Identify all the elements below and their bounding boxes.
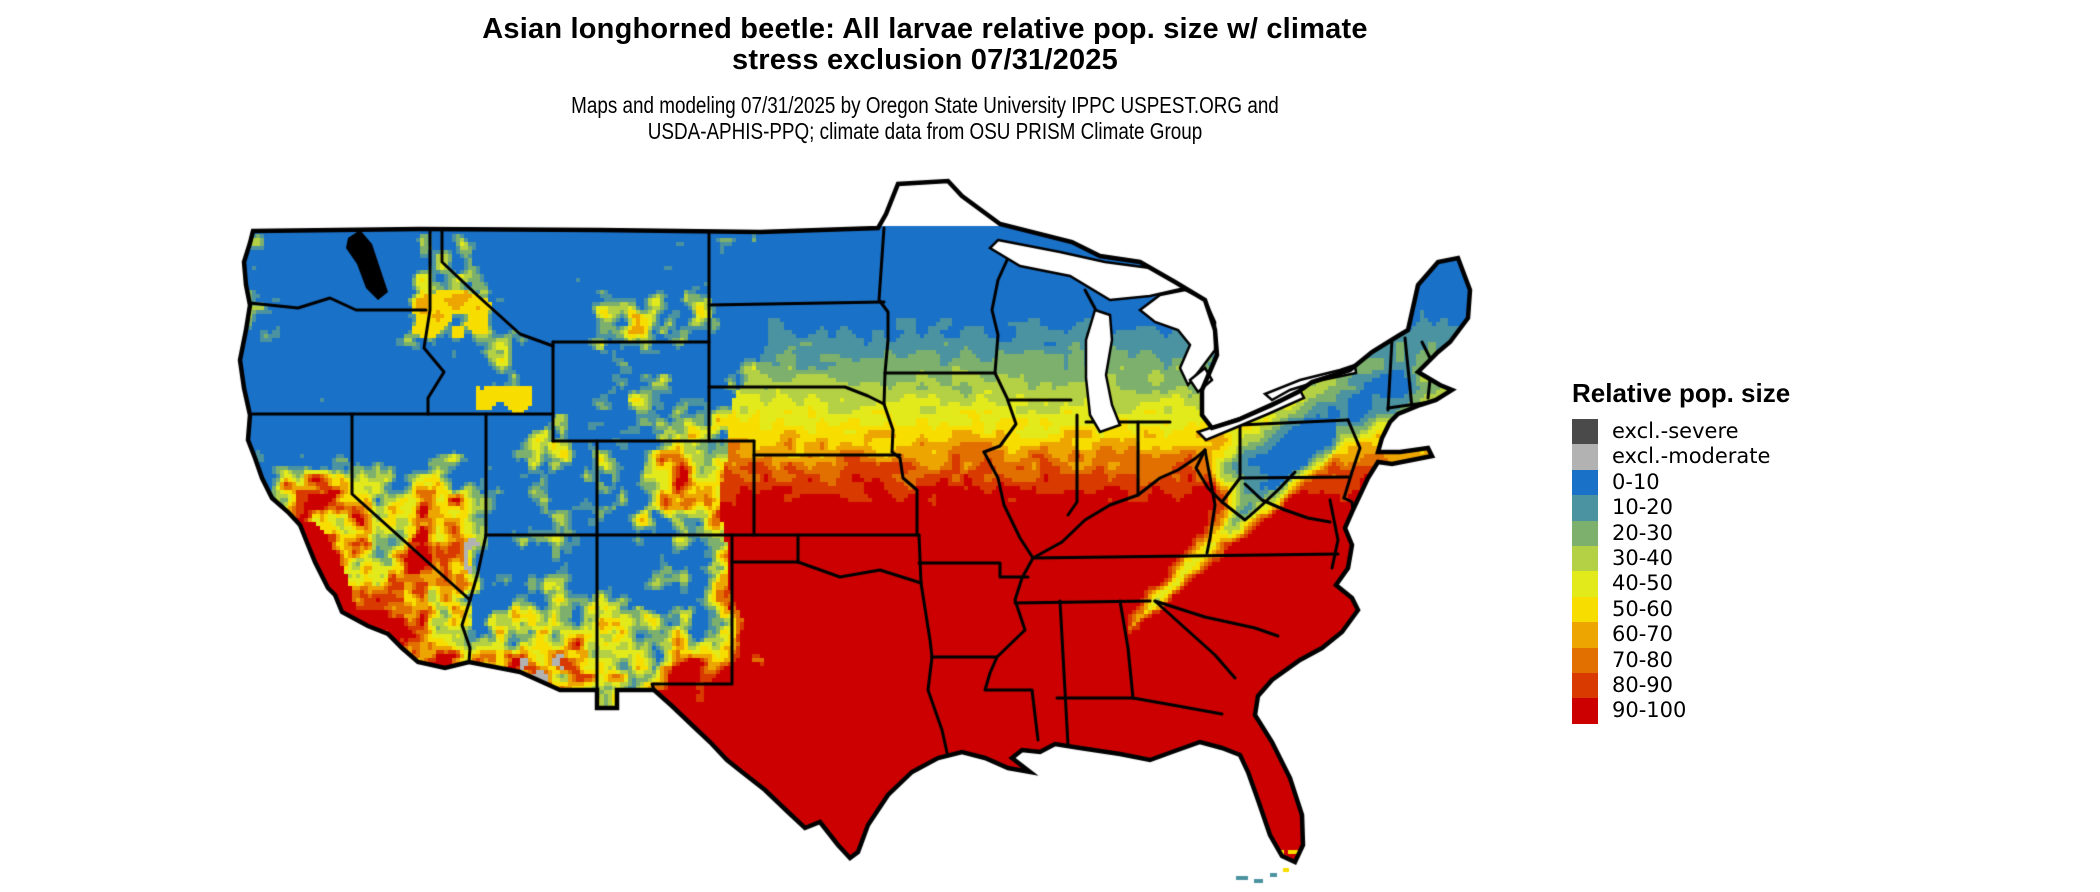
legend-swatch — [1572, 495, 1598, 521]
legend-item: 60-70 — [1572, 622, 1790, 648]
legend-label: excl.-severe — [1612, 419, 1739, 443]
legend-swatch — [1572, 647, 1598, 673]
legend-item: 10-20 — [1572, 495, 1790, 521]
legend-items: excl.-severe excl.-moderate 0-10 10-20 20-30… — [1572, 419, 1790, 724]
legend-item: excl.-moderate — [1572, 444, 1790, 470]
figure-header: Asian longhorned beetle: All larvae rela… — [230, 14, 1620, 144]
legend-item: 30-40 — [1572, 545, 1790, 572]
legend-item: 90-100 — [1572, 698, 1790, 724]
legend-swatch — [1572, 520, 1598, 546]
legend-swatch — [1572, 698, 1598, 724]
legend-swatch — [1572, 444, 1598, 470]
legend-item: 70-80 — [1572, 647, 1790, 673]
legend-item: 20-30 — [1572, 520, 1790, 546]
legend-item: 0-10 — [1572, 469, 1790, 496]
legend-swatch — [1572, 419, 1598, 445]
legend-panel: Relative pop. size excl.-severe excl.-mod… — [1572, 378, 1790, 724]
legend-label: 80-90 — [1612, 672, 1674, 697]
legend-label: 40-50 — [1612, 571, 1674, 596]
legend-swatch — [1572, 545, 1598, 572]
map-subtitle-line2: USDA-APHIS-PPQ; climate data from OSU PR… — [647, 117, 1203, 144]
legend-label: 50-60 — [1612, 596, 1674, 621]
legend-label: 0-10 — [1612, 469, 1660, 494]
legend-item: 40-50 — [1572, 571, 1790, 597]
legend-label: 20-30 — [1612, 520, 1674, 545]
legend-swatch — [1572, 596, 1598, 623]
legend-label: 70-80 — [1612, 647, 1674, 672]
legend-swatch — [1572, 622, 1598, 648]
legend-label: 60-70 — [1612, 622, 1674, 647]
legend-title: Relative pop. size — [1572, 378, 1791, 408]
legend-item: 50-60 — [1572, 596, 1790, 623]
legend-item: excl.-severe — [1572, 419, 1790, 445]
legend-swatch — [1572, 672, 1598, 699]
map-title-line2: stress exclusion 07/31/2025 — [732, 44, 1118, 76]
map-subtitle: Maps and modeling 07/31/2025 by Oregon S… — [230, 92, 1620, 144]
legend-item: 80-90 — [1572, 672, 1790, 699]
legend-swatch — [1572, 571, 1598, 597]
map-subtitle-line1: Maps and modeling 07/31/2025 by Oregon S… — [571, 92, 1279, 118]
legend-label: 10-20 — [1612, 495, 1674, 520]
legend-label: 30-40 — [1612, 545, 1674, 570]
map-title-line1: Asian longhorned beetle: All larvae rela… — [482, 13, 1368, 45]
legend-swatch — [1572, 469, 1598, 496]
legend-label: 90-100 — [1612, 698, 1687, 723]
legend-label: excl.-moderate — [1612, 444, 1771, 469]
